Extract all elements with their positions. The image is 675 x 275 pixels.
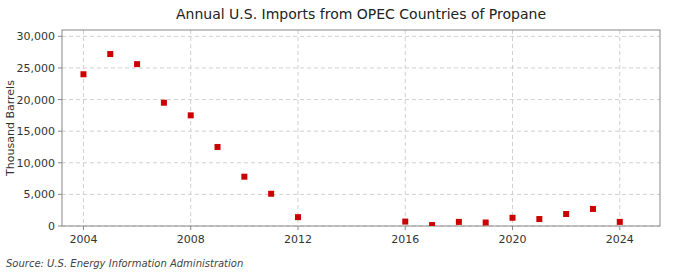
grid-line xyxy=(62,162,660,163)
tick xyxy=(58,67,62,68)
grid-line xyxy=(297,30,298,226)
point xyxy=(134,61,140,67)
point xyxy=(268,191,274,197)
tick xyxy=(512,226,513,230)
point xyxy=(590,206,596,212)
tick xyxy=(58,226,62,227)
tick-label: 2016 xyxy=(391,233,419,246)
point xyxy=(295,214,301,220)
source: Source: U.S. Energy Information Administ… xyxy=(6,258,243,269)
point xyxy=(402,219,408,225)
title: Annual U.S. Imports from OPEC Countries … xyxy=(176,6,546,22)
grid-line xyxy=(619,30,620,226)
tick-label: 0 xyxy=(48,220,55,233)
grid-line xyxy=(62,36,660,37)
tick-label: 10,000 xyxy=(17,157,56,170)
point xyxy=(483,220,489,226)
tick xyxy=(58,194,62,195)
grid-line xyxy=(83,30,84,226)
grid-line xyxy=(405,30,406,226)
point xyxy=(456,219,462,225)
tick-label: 30,000 xyxy=(17,30,56,43)
point xyxy=(188,112,194,118)
point xyxy=(510,215,516,221)
tick-label: 25,000 xyxy=(17,62,56,75)
point xyxy=(617,219,623,225)
grid-line xyxy=(62,67,660,68)
tick xyxy=(58,99,62,100)
plot-frame xyxy=(62,30,660,226)
y-axis-label: Thousand Barrels xyxy=(4,80,17,177)
points xyxy=(80,51,622,226)
tick xyxy=(58,131,62,132)
tick xyxy=(619,226,620,230)
point xyxy=(80,71,86,77)
point xyxy=(536,216,542,222)
point xyxy=(429,222,435,226)
tick xyxy=(83,226,84,230)
grid-line xyxy=(62,131,660,132)
tick-label: 2024 xyxy=(606,233,634,246)
tick xyxy=(405,226,406,230)
tick xyxy=(297,226,298,230)
tick xyxy=(58,162,62,163)
point xyxy=(563,211,569,217)
point xyxy=(161,100,167,106)
point xyxy=(107,51,113,57)
tick xyxy=(58,36,62,37)
tick-label: 2004 xyxy=(69,233,97,246)
grid-line xyxy=(512,30,513,226)
tick-label: 15,000 xyxy=(17,125,56,138)
grid-line xyxy=(190,30,191,226)
grid-line xyxy=(62,194,660,195)
tick-label: 20,000 xyxy=(17,94,56,107)
tick xyxy=(190,226,191,230)
tick-label: 2012 xyxy=(284,233,312,246)
tick-label: 5,000 xyxy=(24,188,56,201)
point xyxy=(241,174,247,180)
tick-label: 2008 xyxy=(177,233,205,246)
chart: 0 5,000 10,000 15,000 20,000 25,000 30,000 2004… xyxy=(0,0,675,275)
grid-line xyxy=(62,99,660,100)
tick-label: 2020 xyxy=(499,233,527,246)
point xyxy=(215,144,221,150)
